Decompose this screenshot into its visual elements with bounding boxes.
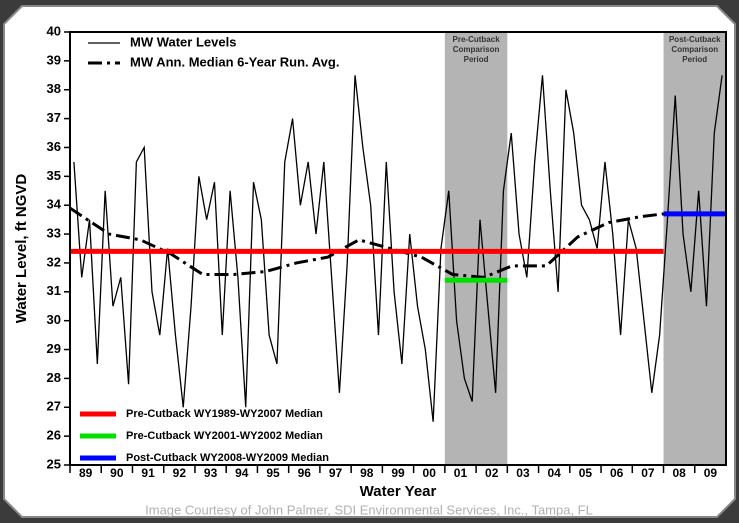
- x-tick-label: 97: [329, 466, 343, 480]
- legend-label: Pre-Cutback WY2001-WY2002 Median: [126, 430, 323, 442]
- region-label: Comparison: [671, 45, 718, 54]
- x-tick-label: 08: [672, 466, 686, 480]
- y-tick-label: 37: [47, 110, 61, 125]
- x-tick-label: 04: [548, 466, 562, 480]
- x-tick-label: 01: [454, 466, 468, 480]
- y-tick-label: 34: [47, 197, 62, 212]
- x-tick-label: 07: [641, 466, 655, 480]
- x-tick-label: 94: [235, 466, 249, 480]
- series-line: [70, 206, 664, 279]
- y-axis-title: Water Level, ft NGVD: [13, 174, 30, 324]
- y-tick-label: 32: [47, 254, 61, 269]
- y-tick-label: 33: [47, 226, 61, 241]
- y-tick-label: 29: [47, 341, 61, 356]
- legend-label: MW Water Levels: [130, 34, 236, 49]
- x-tick-label: 99: [391, 466, 405, 480]
- x-tick-label: 96: [298, 466, 312, 480]
- x-tick-label: 05: [579, 466, 593, 480]
- x-tick-label: 90: [110, 466, 124, 480]
- y-tick-label: 36: [47, 139, 61, 154]
- y-tick-label: 25: [47, 456, 61, 471]
- panel: [3, 5, 736, 518]
- x-tick-label: 09: [704, 466, 718, 480]
- y-tick-label: 27: [47, 399, 61, 414]
- plot-frame: [69, 31, 727, 466]
- legend-label: MW Ann. Median 6-Year Run. Avg.: [130, 54, 339, 69]
- y-tick-label: 38: [47, 81, 61, 96]
- region-label: Pre-Cutback: [453, 35, 501, 44]
- credit: Image Courtesy of John Palmer, SDI Envir…: [145, 502, 593, 517]
- y-tick-label: 30: [47, 312, 61, 327]
- y-tick-label: 31: [47, 283, 61, 298]
- region-label: Period: [464, 55, 489, 64]
- x-tick-label: 95: [266, 466, 280, 480]
- x-tick-label: 91: [141, 466, 155, 480]
- y-tick-label: 39: [47, 52, 61, 67]
- x-tick-label: 98: [360, 466, 374, 480]
- x-axis-title: Water Year: [360, 483, 437, 500]
- region-label: Comparison: [453, 45, 500, 54]
- y-tick-label: 40: [47, 23, 61, 38]
- comparison-region: [444, 32, 508, 465]
- y-tick-label: 26: [47, 428, 61, 443]
- legend-label: Pre-Cutback WY1989-WY2007 Median: [126, 408, 323, 420]
- y-tick-label: 28: [47, 370, 61, 385]
- region-label: Post-Cutback: [669, 35, 721, 44]
- legend-label: Post-Cutback WY2008-WY2009 Median: [126, 452, 329, 464]
- x-tick-label: 02: [485, 466, 499, 480]
- x-tick-label: 89: [79, 466, 93, 480]
- x-tick-label: 92: [173, 466, 187, 480]
- x-tick-label: 00: [423, 466, 437, 480]
- region-label: Period: [682, 55, 707, 64]
- x-tick-label: 03: [516, 466, 530, 480]
- x-tick-label: 93: [204, 466, 218, 480]
- y-tick-label: 35: [47, 168, 61, 183]
- x-tick-label: 06: [610, 466, 624, 480]
